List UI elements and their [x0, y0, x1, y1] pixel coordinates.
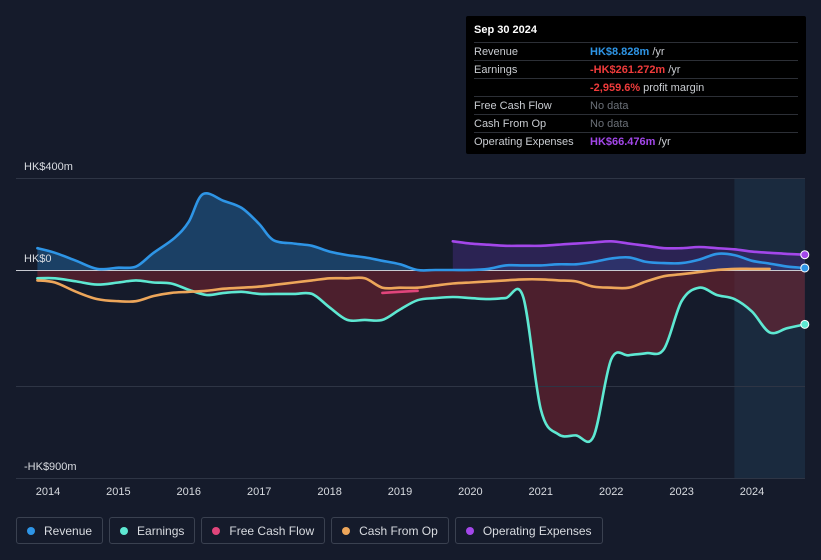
tooltip-unit: profit margin	[643, 81, 705, 94]
x-tick-label: 2017	[247, 486, 271, 498]
tooltip-label: Free Cash Flow	[474, 99, 552, 112]
tooltip-row-cash-from-op: Cash From Op No data	[474, 115, 798, 133]
tooltip-row-profit-margin: -2,959.6% profit margin	[474, 79, 798, 97]
tooltip-value: HK$8.828m	[590, 45, 650, 58]
tooltip-unit: /yr	[668, 63, 681, 76]
legend-dot-icon	[27, 526, 35, 535]
legend-dot-icon	[120, 526, 129, 535]
x-tick-label: 2022	[599, 486, 623, 498]
x-tick-label: 2019	[388, 486, 412, 498]
legend-item-free-cash-flow[interactable]: Free Cash Flow	[201, 517, 326, 544]
x-tick-label: 2020	[458, 486, 482, 498]
line-revenue	[36, 192, 807, 272]
endpoint-earnings	[800, 319, 810, 329]
y-tick-label: -HK$900m	[24, 461, 77, 473]
legend-item-earnings[interactable]: Earnings	[109, 517, 196, 544]
legend-label: Earnings	[137, 523, 185, 538]
tooltip-value: No data	[590, 99, 629, 112]
legend-label: Cash From Op	[359, 523, 438, 538]
x-tick-label: 2018	[317, 486, 341, 498]
y-tick-label: HK$0	[24, 253, 52, 265]
x-tick-label: 2023	[669, 486, 693, 498]
legend: Revenue Earnings Free Cash Flow Cash Fro…	[16, 517, 609, 546]
tooltip-label: Revenue	[474, 45, 519, 58]
tooltip-unit: /yr	[652, 45, 665, 58]
legend-item-revenue[interactable]: Revenue	[16, 517, 104, 544]
tooltip-label: Operating Expenses	[474, 135, 574, 148]
legend-label: Free Cash Flow	[229, 523, 315, 538]
legend-item-cash-from-op[interactable]: Cash From Op	[331, 517, 449, 544]
line-earnings	[36, 276, 807, 444]
tooltip-row-revenue: Revenue HK$8.828m /yr	[474, 43, 798, 61]
area-earnings	[37, 270, 805, 442]
tooltip-row-operating-expenses: Operating Expenses HK$66.476m /yr	[474, 133, 798, 150]
endpoint-operating-expenses	[800, 250, 810, 260]
tooltip-value: No data	[590, 117, 629, 130]
line-operating-expenses	[451, 239, 807, 256]
legend-label: Revenue	[44, 523, 93, 538]
legend-label: Operating Expenses	[482, 523, 592, 538]
tooltip-date: Sep 30 2024	[474, 23, 798, 43]
tooltip-label: Cash From Op	[474, 117, 547, 130]
x-tick-label: 2016	[177, 486, 201, 498]
line-free-cash-flow	[381, 289, 419, 295]
tooltip-value: -HK$261.272m	[590, 63, 666, 76]
area-revenue	[37, 193, 805, 271]
tooltip-value: -2,959.6%	[590, 81, 641, 94]
tooltip-row-free-cash-flow: Free Cash Flow No data	[474, 97, 798, 115]
y-tick-label: HK$400m	[24, 161, 73, 173]
legend-dot-icon	[465, 526, 474, 535]
tooltip-panel: Sep 30 2024 Revenue HK$8.828m /yr Earnin…	[466, 16, 806, 154]
tooltip-row-earnings: Earnings -HK$261.272m /yr	[474, 61, 798, 79]
legend-item-operating-expenses[interactable]: Operating Expenses	[454, 517, 603, 544]
x-tick-label: 2024	[740, 486, 764, 498]
legend-dot-icon	[342, 526, 351, 535]
tooltip-label: Earnings	[474, 63, 518, 76]
legend-dot-icon	[212, 526, 221, 535]
x-tick-label: 2021	[529, 486, 553, 498]
x-tick-label: 2014	[36, 486, 60, 498]
tooltip-value: HK$66.476m	[590, 135, 656, 148]
x-tick-label: 2015	[106, 486, 130, 498]
tooltip-unit: /yr	[658, 135, 671, 148]
line-cash-from-op	[36, 267, 771, 303]
endpoint-revenue	[800, 263, 810, 273]
